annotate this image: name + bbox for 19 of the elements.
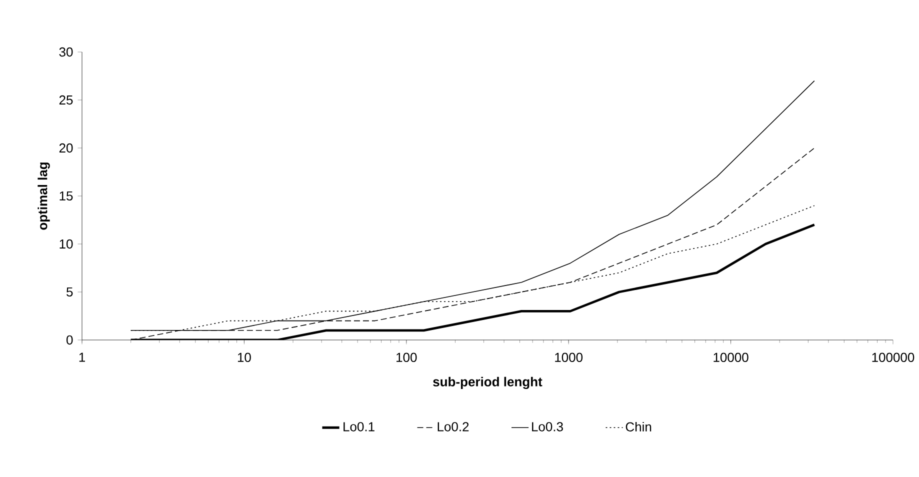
y-axis-title: optimal lag — [38, 162, 50, 230]
x-tick-label: 100 — [396, 352, 417, 362]
y-tick-label: 30 — [59, 47, 73, 57]
legend-label: Chin — [626, 422, 652, 432]
x-tick-label: 1 — [79, 352, 85, 362]
y-tick-label: 15 — [60, 191, 73, 201]
x-axis-title: sub-period lenght — [433, 376, 542, 390]
legend-label: Lo0.2 — [438, 422, 469, 432]
legend-label: Lo0.3 — [532, 422, 563, 432]
y-tick-label: 0 — [66, 335, 73, 345]
legend-label: Lo0.1 — [344, 422, 374, 432]
y-tick-label: 5 — [66, 287, 73, 297]
y-tick-label: 10 — [60, 239, 73, 249]
y-tick-label: 25 — [59, 95, 73, 105]
x-tick-label: 10 — [238, 352, 251, 362]
x-tick-label: 1000 — [555, 352, 583, 362]
x-tick-label: 100000 — [872, 352, 914, 362]
y-tick-label: 20 — [59, 143, 73, 153]
x-tick-label: 10000 — [714, 352, 748, 362]
